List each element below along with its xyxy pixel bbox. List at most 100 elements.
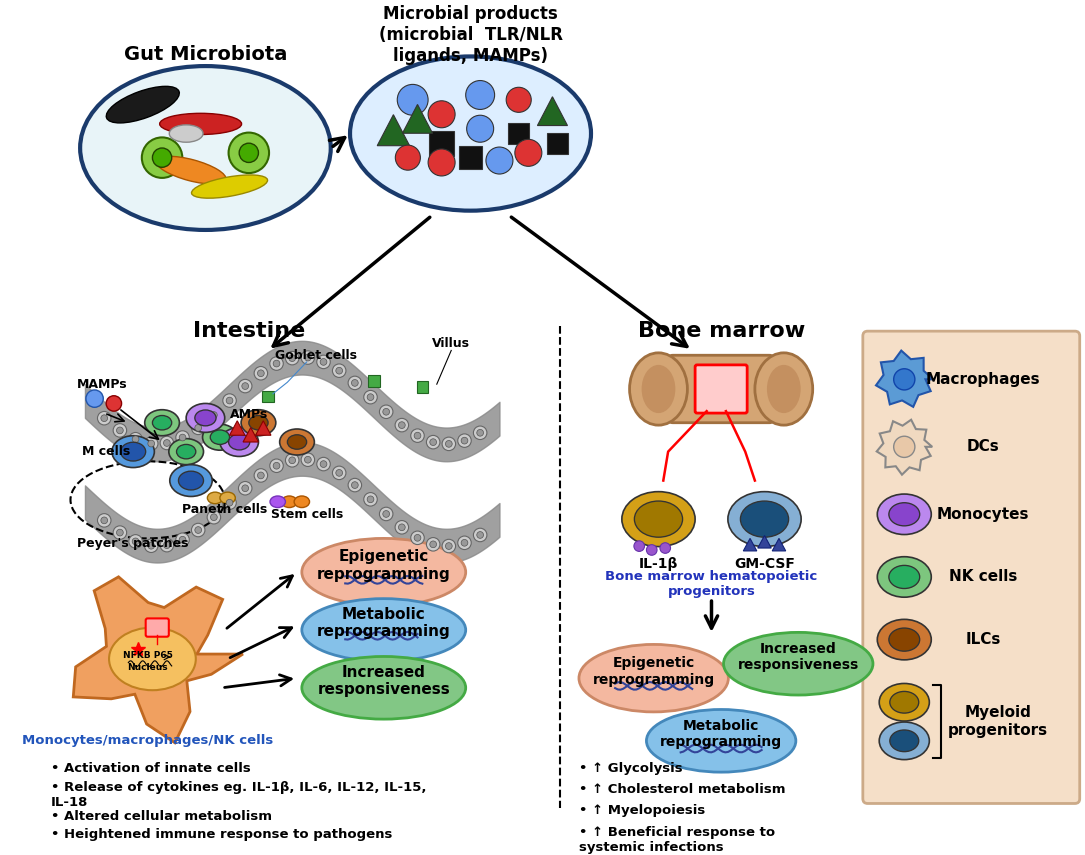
Ellipse shape [207,409,220,422]
Ellipse shape [350,56,591,210]
Ellipse shape [426,435,439,449]
Ellipse shape [289,457,295,463]
Bar [508,123,529,144]
Ellipse shape [461,540,468,546]
Ellipse shape [767,365,801,413]
Text: ILCs: ILCs [966,632,1001,647]
Ellipse shape [367,394,374,400]
Ellipse shape [210,411,217,418]
Ellipse shape [332,364,346,377]
Ellipse shape [176,533,189,546]
Ellipse shape [191,523,205,537]
Ellipse shape [641,365,675,413]
Ellipse shape [239,380,252,392]
FancyBboxPatch shape [145,618,169,637]
Ellipse shape [647,545,658,555]
Ellipse shape [229,133,269,173]
Ellipse shape [241,410,276,436]
Ellipse shape [144,410,179,436]
Text: NFKB P65: NFKB P65 [123,652,173,661]
Bar [417,381,429,392]
Text: Epigenetic
reprogramming: Epigenetic reprogramming [592,657,715,687]
Bar [368,375,380,387]
Text: Villus: Villus [432,337,470,351]
Ellipse shape [380,507,393,521]
Ellipse shape [458,433,471,447]
Ellipse shape [106,396,122,411]
Text: Bone marrow hematopoietic
progenitors: Bone marrow hematopoietic progenitors [605,569,818,598]
Polygon shape [403,104,433,133]
Ellipse shape [305,457,311,463]
Ellipse shape [195,527,202,534]
Ellipse shape [383,510,390,517]
Ellipse shape [755,353,813,425]
Polygon shape [757,535,771,548]
Ellipse shape [635,501,682,537]
Ellipse shape [132,538,139,545]
Text: Nucleus: Nucleus [127,663,168,672]
Ellipse shape [302,598,465,661]
Ellipse shape [395,521,409,534]
Text: • ↑ Myelopoiesis: • ↑ Myelopoiesis [579,805,705,817]
Ellipse shape [446,440,452,447]
Bar [429,131,455,156]
Ellipse shape [270,459,283,473]
Ellipse shape [894,369,915,390]
Ellipse shape [397,85,429,115]
Ellipse shape [179,434,186,441]
Ellipse shape [152,148,171,168]
Polygon shape [74,577,243,743]
Ellipse shape [348,478,361,492]
Ellipse shape [254,469,268,482]
Ellipse shape [169,439,204,464]
Ellipse shape [332,466,346,480]
Ellipse shape [222,496,237,510]
Text: • ↑ Beneficial response to
systemic infections: • ↑ Beneficial response to systemic infe… [579,826,776,853]
Bar [459,146,482,169]
Ellipse shape [473,528,487,542]
Text: MAMPs: MAMPs [77,378,128,391]
Ellipse shape [177,445,195,459]
Ellipse shape [254,367,268,380]
Ellipse shape [178,471,204,490]
Text: • Release of cytokines eg. IL-1β, IL-6, IL-12, IL-15,
IL-18: • Release of cytokines eg. IL-1β, IL-6, … [51,781,426,810]
Ellipse shape [461,437,468,444]
Ellipse shape [878,557,931,597]
Ellipse shape [203,424,238,451]
Ellipse shape [430,541,436,548]
Ellipse shape [152,416,171,430]
Text: Bone marrow: Bone marrow [638,321,805,341]
Ellipse shape [724,633,873,695]
Ellipse shape [242,485,248,492]
Ellipse shape [98,514,111,528]
Ellipse shape [348,376,361,390]
Ellipse shape [889,565,920,588]
Ellipse shape [169,464,213,497]
Ellipse shape [116,529,124,536]
Ellipse shape [288,435,307,449]
Ellipse shape [226,398,233,404]
Text: • Altered cellular metabolism: • Altered cellular metabolism [51,811,272,823]
Ellipse shape [210,430,230,445]
Text: Metabolic
reprogramming: Metabolic reprogramming [317,607,450,640]
Text: NK cells: NK cells [949,569,1018,585]
Ellipse shape [110,628,195,690]
Ellipse shape [660,543,671,553]
Ellipse shape [414,433,421,439]
Ellipse shape [282,496,297,508]
Ellipse shape [634,541,644,551]
Polygon shape [243,428,258,442]
Ellipse shape [239,143,258,162]
Polygon shape [877,420,932,475]
Ellipse shape [222,394,237,407]
Ellipse shape [229,434,250,450]
Ellipse shape [305,354,311,361]
Ellipse shape [148,542,154,549]
Text: M cells: M cells [82,445,130,458]
Ellipse shape [458,536,471,550]
Text: Increased
responsiveness: Increased responsiveness [318,665,450,698]
Text: • Heightened immune response to pathogens: • Heightened immune response to pathogen… [51,828,393,840]
Ellipse shape [280,429,315,455]
Ellipse shape [889,628,920,652]
Ellipse shape [302,453,315,467]
